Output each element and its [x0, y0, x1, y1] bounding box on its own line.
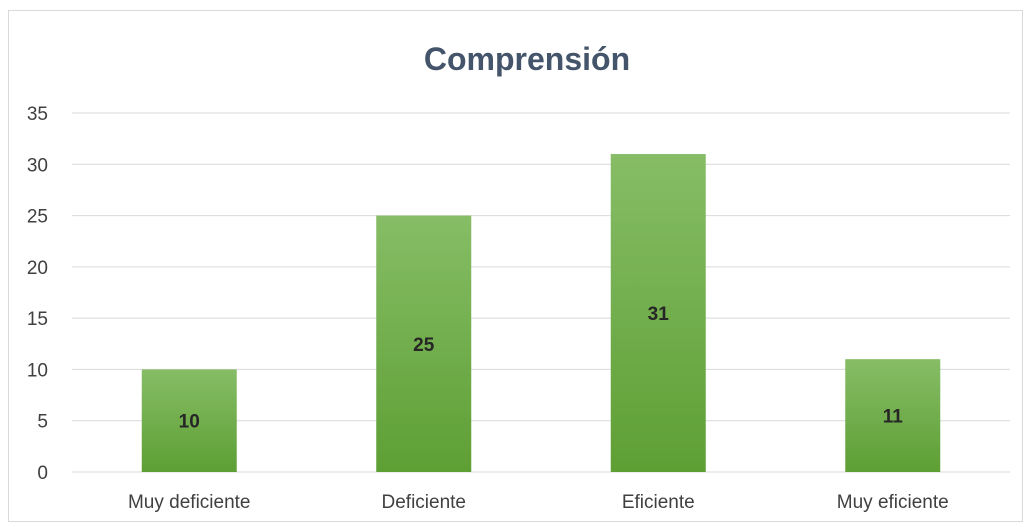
data-label: 25 [413, 335, 435, 356]
x-tick-label: Muy deficiente [128, 492, 251, 513]
y-tick-label: 30 [27, 155, 48, 176]
y-tick-label: 10 [27, 360, 48, 381]
bar [610, 154, 706, 472]
y-tick-label: 20 [27, 258, 48, 279]
x-tick-label: Muy eficiente [837, 492, 949, 513]
bars [141, 154, 941, 473]
y-tick-label: 0 [37, 463, 48, 484]
data-label: 11 [883, 407, 904, 428]
data-label: 10 [179, 412, 200, 433]
x-axis-ticks: Muy deficiente Deficiente Eficiente Muy efi… [128, 492, 949, 513]
y-tick-label: 15 [27, 309, 48, 330]
chart-title: Comprensión [424, 41, 630, 77]
y-tick-label: 5 [37, 412, 48, 433]
data-labels: 10 25 31 11 [179, 304, 904, 433]
bar [376, 215, 472, 473]
x-tick-label: Deficiente [382, 492, 467, 513]
y-axis-ticks: 0 5 10 15 20 25 30 35 [27, 104, 48, 484]
y-tick-label: 35 [27, 104, 48, 125]
y-tick-label: 25 [27, 207, 48, 228]
bar [845, 359, 941, 472]
bar [141, 369, 237, 472]
x-tick-label: Eficiente [622, 492, 695, 513]
data-label: 31 [648, 304, 670, 325]
